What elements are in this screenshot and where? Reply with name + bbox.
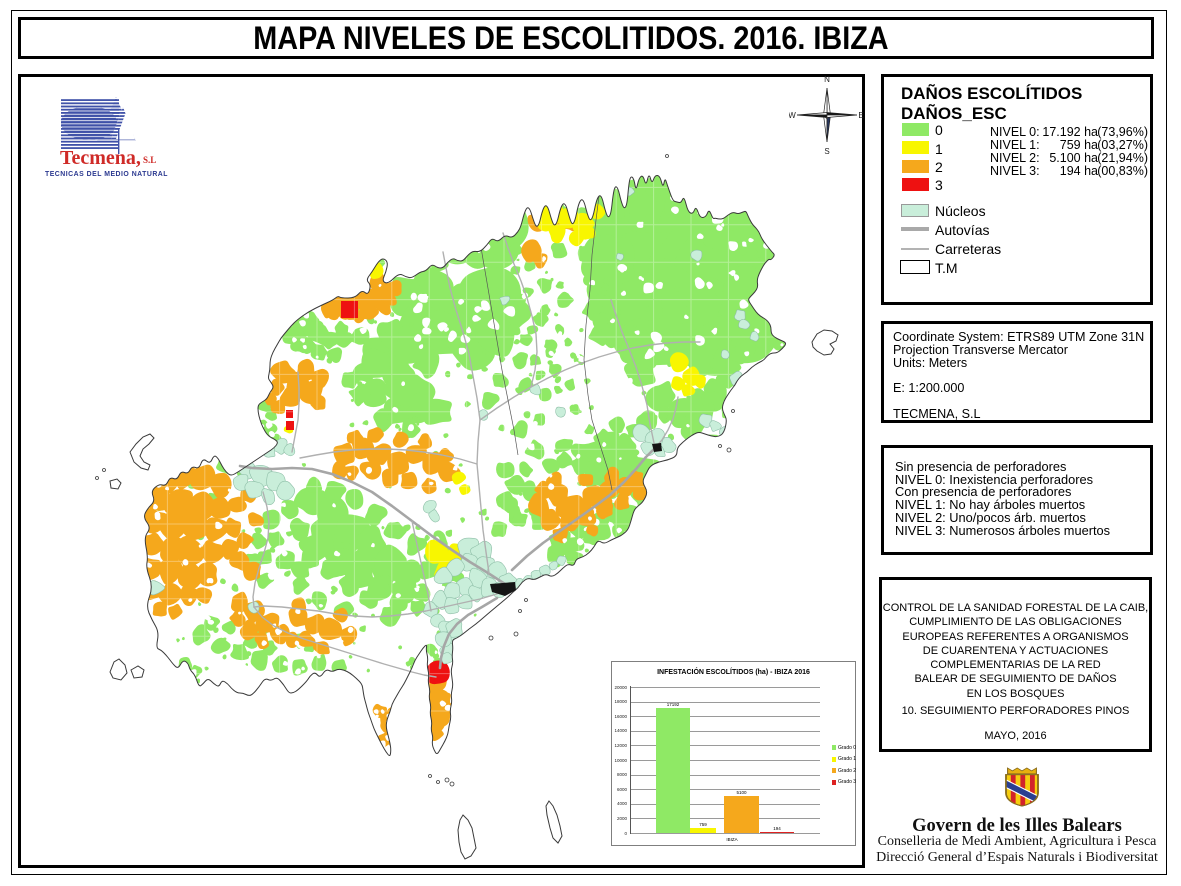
svg-text:N: N	[824, 75, 830, 84]
svg-text:W: W	[789, 111, 796, 120]
svg-text:TECNICAS DEL MEDIO NATURAL: TECNICAS DEL MEDIO NATURAL	[45, 171, 168, 178]
svg-text:S.L: S.L	[143, 155, 156, 165]
svg-text:Tecmena,: Tecmena,	[60, 147, 141, 169]
svg-text:E: E	[858, 111, 863, 120]
svg-text:S: S	[824, 147, 829, 156]
